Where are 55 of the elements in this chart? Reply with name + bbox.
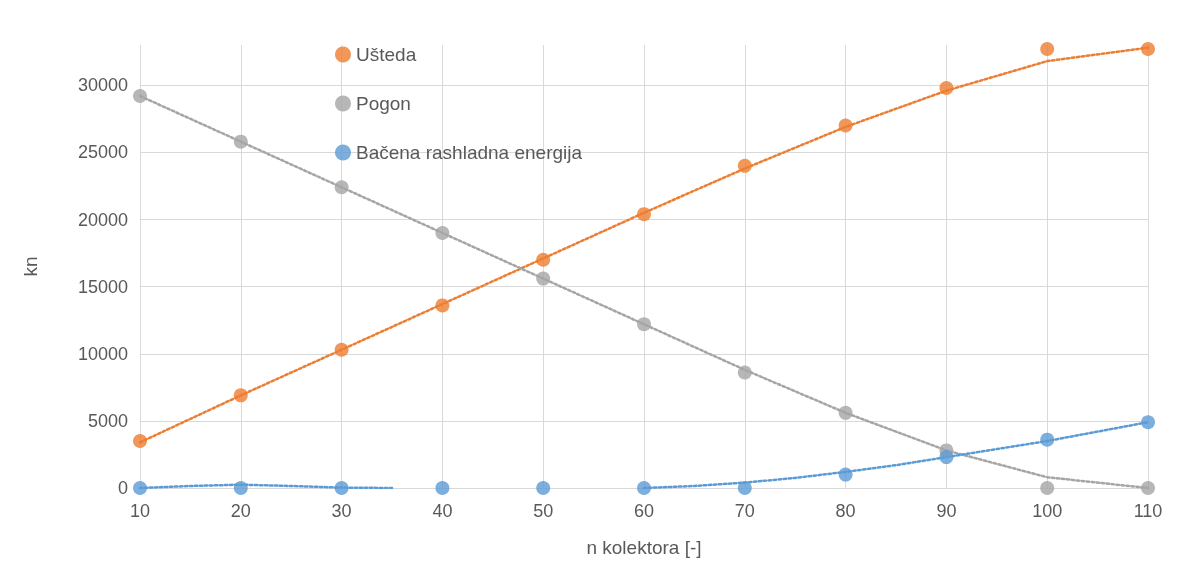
x-tick-label: 30	[331, 501, 352, 521]
point	[838, 467, 853, 482]
y-tick-label: 0	[117, 478, 128, 498]
legend-label: Ušteda	[356, 44, 417, 65]
point	[737, 365, 752, 380]
point	[133, 434, 147, 449]
point	[536, 271, 551, 286]
x-tick-label: 50	[533, 501, 554, 521]
point	[233, 134, 248, 149]
x-tick-label: 80	[835, 501, 856, 521]
x-tick-label: 110	[1133, 501, 1163, 521]
point	[1040, 42, 1055, 57]
x-tick-label: 90	[936, 501, 957, 521]
y-tick-label: 25000	[77, 142, 128, 163]
point	[737, 158, 752, 173]
x-axis-title: n kolektora [-]	[586, 537, 702, 558]
y-tick-label: 5000	[87, 410, 128, 431]
point	[435, 225, 450, 240]
point	[233, 481, 248, 495]
point	[737, 481, 752, 495]
point	[1141, 42, 1155, 57]
legend-label: Bačena rashladna energija	[356, 142, 583, 163]
x-tick-label: 40	[432, 501, 453, 521]
point	[1040, 481, 1055, 495]
point	[334, 481, 349, 495]
x-tick-label: 60	[633, 501, 655, 521]
point	[838, 405, 853, 420]
y-tick-label: 10000	[77, 343, 128, 364]
y-axis-title: kn	[20, 256, 41, 277]
point	[133, 89, 147, 104]
point	[637, 317, 651, 332]
y-tick-label: 30000	[77, 75, 128, 96]
y-tick-label: 15000	[77, 276, 128, 297]
legend-label: Pogon	[356, 93, 411, 114]
point	[133, 481, 147, 495]
point	[1040, 432, 1055, 447]
point	[939, 450, 954, 465]
point	[435, 298, 450, 313]
point	[637, 481, 651, 495]
point	[536, 481, 551, 495]
x-tick-label: 20	[230, 501, 251, 521]
point	[334, 342, 349, 357]
point	[536, 252, 551, 267]
y-tick-label: 20000	[77, 209, 128, 230]
point	[838, 118, 853, 133]
point	[334, 180, 349, 195]
point	[435, 481, 450, 495]
point	[637, 207, 651, 222]
point	[233, 388, 248, 403]
x-tick-label: 10	[129, 501, 151, 521]
point	[1141, 415, 1155, 430]
point	[1141, 481, 1155, 495]
point	[939, 80, 954, 95]
x-tick-label: 70	[734, 501, 755, 521]
x-tick-label: 100	[1032, 501, 1063, 521]
